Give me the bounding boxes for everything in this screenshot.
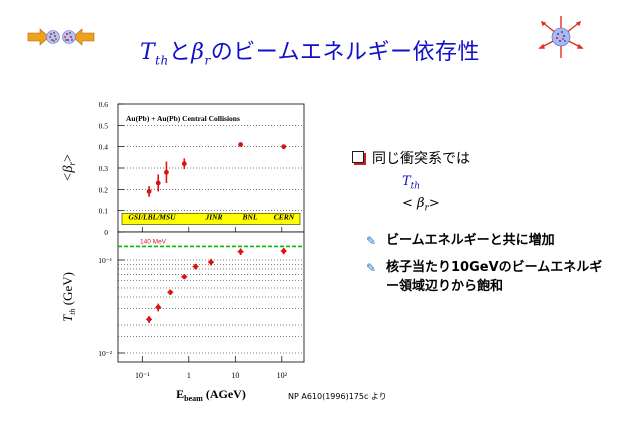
reference-note: NP A610(1996)175c より [288, 392, 387, 401]
top-y-tick-label: 0.1 [99, 207, 109, 216]
top-y-tick-label: 0.3 [99, 164, 109, 173]
tth-data-point [182, 274, 187, 280]
dashed-line-label: 140 MeV [140, 238, 167, 245]
x-axis-label: Ebeam (AGeV) [176, 387, 246, 403]
title-connector: と [168, 40, 192, 65]
pencil-bullet-icon: ✎ [366, 261, 377, 276]
beta-data-point [164, 169, 169, 175]
bottom-y-tick-label: 10⁻¹ [98, 256, 112, 265]
sub-bullet-increase: ✎ ビームエネルギーと共に増加 [364, 231, 610, 250]
band-label-bnl: BNL [242, 213, 258, 222]
sub-bullet-saturation: ✎ 核子当たり10GeVのビームエネルギー領域辺りから飽和 [366, 260, 603, 295]
top-y-tick-label: 0.4 [99, 143, 109, 152]
top-y-tick-label: 0.6 [99, 100, 109, 109]
beta-data-point [281, 144, 287, 150]
tth-data-point [208, 259, 214, 265]
tth-data-point [193, 264, 198, 269]
title-symbol-beta: βr [191, 40, 211, 68]
tth-data-point [168, 289, 173, 295]
x-tick-label: 10 [231, 371, 239, 380]
top-y-tick-label: 0.5 [99, 121, 109, 130]
title-suffix: のビームエネルギー依存性 [210, 40, 481, 65]
beta-data-point [181, 161, 187, 167]
bullet-symbol-beta: < βr> [402, 195, 440, 214]
tth-data-point [281, 248, 287, 254]
top-panel-title: Au(Pb) + Au(Pb) Central Collisions [126, 114, 240, 123]
pencil-bullet-icon: ✎ [366, 234, 377, 249]
top-y-tick-label: 0.2 [99, 185, 109, 194]
colliding-nuclei-icon [27, 28, 95, 46]
bullet-list: 同じ衝突系では Tth < βr> ✎ ビームエネルギーと共に増加 ✎ 核子当たり1… [350, 148, 610, 296]
band-label-jinr: JINR [204, 213, 222, 222]
x-tick-label: 10² [277, 371, 288, 380]
checkbox-bullet-icon [352, 151, 364, 163]
bullet-same-collision-system: 同じ衝突系では [350, 148, 610, 168]
bottom-y-tick-label: 10⁻² [98, 349, 112, 358]
bottom-y-axis-label: Tth (GeV) [60, 272, 77, 322]
x-tick-label: 10⁻¹ [135, 371, 150, 380]
tth-data-point [146, 317, 152, 322]
accelerator-band [121, 212, 301, 225]
bullet-symbol-tth: Tth [402, 174, 421, 192]
band-label-cern: CERN [274, 213, 295, 222]
top-y-tick-label: 0 [104, 228, 108, 237]
beta-data-point [146, 189, 152, 194]
fireball-explosion-icon [538, 16, 584, 58]
tth-data-point [238, 249, 243, 254]
title-symbol-t: Tth [139, 40, 169, 68]
top-y-axis-label: <βr> [61, 154, 77, 182]
x-tick-label: 1 [187, 371, 191, 380]
tth-data-point [155, 304, 161, 310]
beta-data-point [155, 180, 161, 186]
band-label-gsilblmsu: GSI/LBL/MSU [128, 213, 176, 222]
slide-title: Tthとβrのビームエネルギー依存性 [0, 34, 620, 67]
beta-data-point [238, 142, 244, 147]
